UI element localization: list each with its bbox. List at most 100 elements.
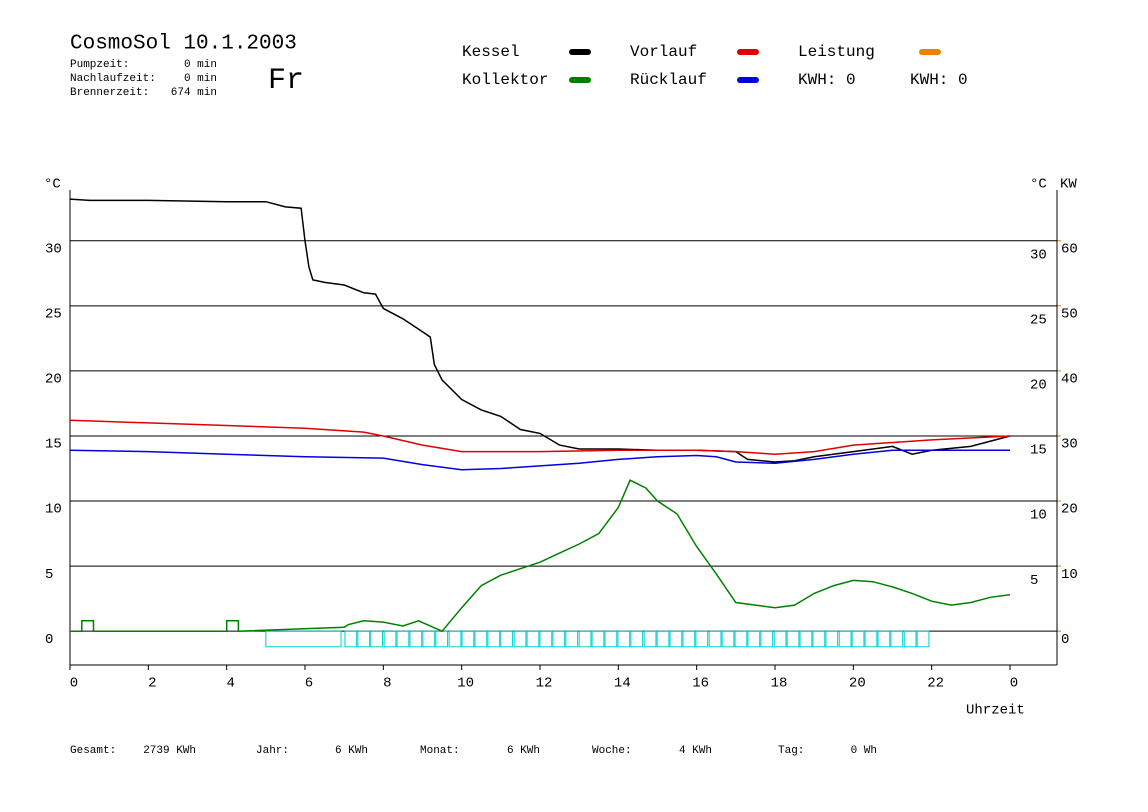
y-tick-label: 5 [45,567,53,583]
x-tick-label: 14 [614,676,631,692]
x-tick-label: 18 [771,676,788,692]
y-tick-label: 10 [45,502,62,518]
total-label: Monat: [420,745,460,757]
total-value: 2739 KWh [143,745,196,757]
x-tick-label: 6 [305,676,313,692]
pulse [357,630,371,648]
y2-tick-label: 0 [1061,632,1069,648]
kwh-label: KWH: 0 [798,71,856,89]
pulse [760,630,774,648]
y-tick-label-right: 15 [1030,443,1047,459]
y2-tick-label: 20 [1061,502,1078,518]
x-tick-label: 0 [70,676,78,692]
pulse [474,630,488,648]
pulse [838,630,852,648]
total-label: Gesamt: [70,745,116,757]
pulse [695,630,709,648]
y-tick-label: 15 [45,437,62,453]
legend-label: Rücklauf [630,71,707,89]
y2-tick-label: 30 [1061,437,1078,453]
series-line [69,419,1011,455]
y2-tick-label: 10 [1061,567,1078,583]
pulse [773,630,787,648]
pulse [643,630,657,648]
x-tick-label: 16 [692,676,709,692]
y-tick-label: 0 [45,632,53,648]
x-tick-label: 20 [849,676,866,692]
total-value: 4 KWh [679,745,712,757]
pulse [734,630,748,648]
y-tick-label-right: 20 [1030,378,1047,394]
y-tick-label: 30 [45,241,62,257]
pulse [344,630,358,648]
pulse [435,630,449,648]
pulse [565,630,579,648]
pulse [265,630,342,648]
x-axis-label: Uhrzeit [966,703,1025,719]
y-tick-label-right: 25 [1030,313,1047,329]
pulse [513,630,527,648]
pulse [617,630,631,648]
pulse [656,630,670,648]
pulse [604,630,618,648]
pulse [747,630,761,648]
y-tick-label-right: 30 [1030,247,1047,263]
y2-tick-label: 60 [1061,241,1078,257]
legend-label: Leistung [798,43,875,61]
chart-title: CosmoSol 10.1.2003 [70,33,297,56]
y-tick-label-right: 5 [1030,573,1038,589]
pulse [448,630,462,648]
x-tick-label: 10 [457,676,474,692]
total-label: Woche: [592,745,632,757]
legend-label: Vorlauf [630,43,697,61]
stat-label: Pumpzeit: [70,59,129,71]
legend-label: Kessel [462,43,520,61]
series-line [70,479,1011,633]
stat-label: Nachlaufzeit: [70,73,156,85]
pulse [422,630,436,648]
x-tick-label: 4 [226,676,234,692]
stat-label: Brennerzeit: [70,87,149,99]
total-value: 6 KWh [507,745,540,757]
y-unit: °C [44,177,61,193]
legend-label: Kollektor [462,71,548,89]
stat-value: 0 min [184,59,217,71]
pulse [708,630,722,648]
pulse [591,630,605,648]
pulse [539,630,553,648]
total-label: Tag: [778,745,804,757]
pulse [487,630,501,648]
x-tick-label: 22 [927,676,944,692]
pulse [526,630,540,648]
pulse [812,630,826,648]
pulse [461,630,475,648]
pulse [669,630,683,648]
pulse [799,630,813,648]
y2-tick-label: 50 [1061,307,1078,323]
x-tick-label: 12 [536,676,553,692]
pulse [786,630,800,648]
pulse [409,630,423,648]
pulse [682,630,696,648]
pulse [890,630,904,648]
pulse [864,630,878,648]
kwh-label: KWH: 0 [910,71,968,89]
pulse [916,630,930,648]
y-tick-label-right: 10 [1030,508,1047,524]
series-line [69,198,1011,463]
x-tick-label: 2 [148,676,156,692]
x-tick-label: 8 [383,676,391,692]
pulse [578,630,592,648]
pulse [383,630,397,648]
pulse [370,630,384,648]
pulse [851,630,865,648]
stat-value: 674 min [171,87,217,99]
pulse [500,630,514,648]
stat-value: 0 min [184,73,217,85]
x-tick-label: 0 [1010,676,1018,692]
pulse [396,630,410,648]
y2-unit: KW [1060,177,1077,193]
total-label: Jahr: [256,745,289,757]
series-line [69,449,1010,471]
